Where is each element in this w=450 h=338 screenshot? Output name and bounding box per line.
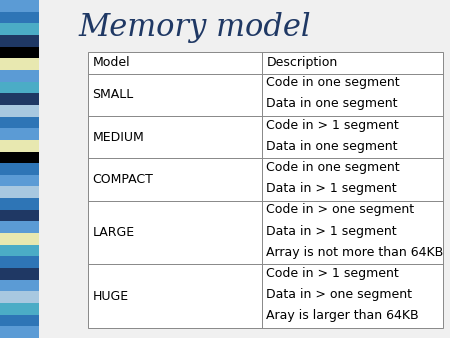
Bar xyxy=(0,117,39,128)
Bar xyxy=(0,163,39,175)
Bar xyxy=(0,11,39,23)
Text: Code in > 1 segment: Code in > 1 segment xyxy=(266,267,399,280)
Bar xyxy=(0,175,39,187)
Text: Data in one segment: Data in one segment xyxy=(266,97,398,111)
Text: Model: Model xyxy=(92,56,130,70)
Bar xyxy=(0,58,39,70)
Bar xyxy=(0,151,39,163)
Bar xyxy=(0,291,39,303)
Bar xyxy=(88,52,443,328)
Bar xyxy=(0,257,39,268)
Bar xyxy=(0,47,39,58)
Text: Aray is larger than 64KB: Aray is larger than 64KB xyxy=(266,309,419,322)
Bar xyxy=(0,233,39,245)
Text: Code in > one segment: Code in > one segment xyxy=(266,203,414,216)
Text: Memory model: Memory model xyxy=(79,12,311,43)
Text: Data in > 1 segment: Data in > 1 segment xyxy=(266,225,397,238)
Text: Code in one segment: Code in one segment xyxy=(266,161,400,174)
Bar xyxy=(0,268,39,280)
Bar xyxy=(0,0,39,11)
Text: Description: Description xyxy=(266,56,338,70)
Bar xyxy=(0,245,39,257)
Text: Data in one segment: Data in one segment xyxy=(266,140,398,153)
Bar xyxy=(0,23,39,35)
Bar xyxy=(0,128,39,140)
Bar xyxy=(0,93,39,105)
Bar xyxy=(0,70,39,81)
Text: LARGE: LARGE xyxy=(92,226,135,239)
Bar xyxy=(0,81,39,93)
Text: HUGE: HUGE xyxy=(92,290,128,303)
Bar xyxy=(0,187,39,198)
Text: Code in one segment: Code in one segment xyxy=(266,76,400,89)
Bar xyxy=(0,140,39,151)
Bar xyxy=(0,35,39,47)
Bar xyxy=(0,327,39,338)
Text: MEDIUM: MEDIUM xyxy=(92,131,144,144)
Bar xyxy=(0,105,39,117)
Text: Array is not more than 64KB: Array is not more than 64KB xyxy=(266,246,444,259)
Text: SMALL: SMALL xyxy=(92,88,134,101)
Text: Data in > one segment: Data in > one segment xyxy=(266,288,413,301)
Text: Code in > 1 segment: Code in > 1 segment xyxy=(266,119,399,132)
Text: Data in > 1 segment: Data in > 1 segment xyxy=(266,182,397,195)
Bar xyxy=(0,221,39,233)
Bar xyxy=(0,303,39,315)
Bar xyxy=(0,280,39,291)
Bar xyxy=(0,210,39,221)
Bar xyxy=(0,315,39,327)
Bar xyxy=(0,198,39,210)
Text: COMPACT: COMPACT xyxy=(92,173,153,186)
